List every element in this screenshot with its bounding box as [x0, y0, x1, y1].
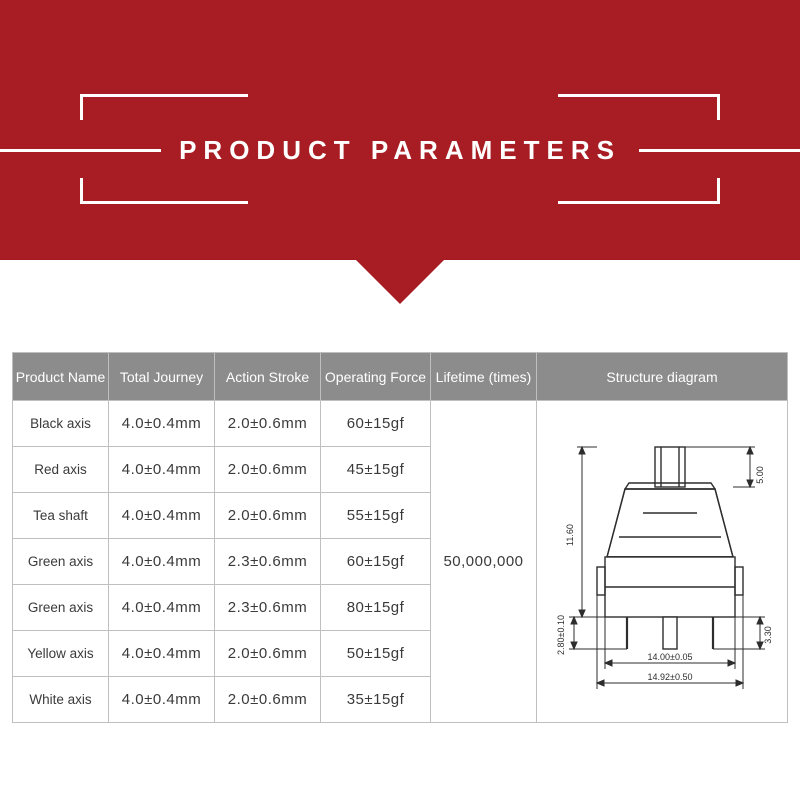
parameters-table-container: Product Name Total Journey Action Stroke…: [12, 352, 788, 723]
cell-operating-force: 80±15gf: [321, 585, 431, 631]
dim-pin-height: 3.30: [763, 626, 773, 644]
cell-total-journey: 4.0±0.4mm: [109, 401, 215, 447]
cell-action-stroke: 2.0±0.6mm: [215, 401, 321, 447]
cell-action-stroke: 2.3±0.6mm: [215, 585, 321, 631]
cell-operating-force: 60±15gf: [321, 401, 431, 447]
cell-operating-force: 35±15gf: [321, 677, 431, 723]
switch-structure-diagram: 5.00 11.60: [547, 417, 777, 707]
cell-total-journey: 4.0±0.4mm: [109, 585, 215, 631]
cell-total-journey: 4.0±0.4mm: [109, 539, 215, 585]
cell-operating-force: 55±15gf: [321, 493, 431, 539]
cell-action-stroke: 2.0±0.6mm: [215, 447, 321, 493]
cell-action-stroke: 2.0±0.6mm: [215, 631, 321, 677]
col-header-name: Product Name: [13, 353, 109, 401]
cell-name: Red axis: [13, 447, 109, 493]
col-header-lifetime: Lifetime (times): [431, 353, 537, 401]
page-title: PRODUCT PARAMETERS: [161, 135, 639, 166]
table-header-row: Product Name Total Journey Action Stroke…: [13, 353, 788, 401]
cell-action-stroke: 2.3±0.6mm: [215, 539, 321, 585]
dim-total-height: 11.60: [565, 524, 575, 546]
cell-total-journey: 4.0±0.4mm: [109, 631, 215, 677]
header-banner: PRODUCT PARAMETERS: [0, 0, 800, 260]
parameters-table: Product Name Total Journey Action Stroke…: [12, 352, 788, 723]
cell-action-stroke: 2.0±0.6mm: [215, 493, 321, 539]
cell-name: Black axis: [13, 401, 109, 447]
title-rule-left: [0, 149, 161, 152]
table-row: Black axis 4.0±0.4mm 2.0±0.6mm 60±15gf 5…: [13, 401, 788, 447]
cell-total-journey: 4.0±0.4mm: [109, 677, 215, 723]
col-header-action-stroke: Action Stroke: [215, 353, 321, 401]
cell-operating-force: 50±15gf: [321, 631, 431, 677]
bracket-decoration-bottom: [80, 178, 720, 204]
down-pointer-icon: [356, 260, 444, 304]
bracket-decoration-top: [80, 94, 720, 120]
col-header-total-journey: Total Journey: [109, 353, 215, 401]
cell-total-journey: 4.0±0.4mm: [109, 447, 215, 493]
dim-pin-offset: 2.80±0.10: [556, 615, 566, 655]
cell-total-journey: 4.0±0.4mm: [109, 493, 215, 539]
cell-name: Yellow axis: [13, 631, 109, 677]
cell-lifetime: 50,000,000: [431, 401, 537, 723]
cell-action-stroke: 2.0±0.6mm: [215, 677, 321, 723]
dim-width-outer: 14.92±0.50: [648, 672, 693, 682]
title-row: PRODUCT PARAMETERS: [0, 135, 800, 166]
title-rule-right: [639, 149, 800, 152]
cell-structure-diagram: 5.00 11.60: [537, 401, 788, 723]
dim-width-inner: 14.00±0.05: [648, 652, 693, 662]
cell-name: White axis: [13, 677, 109, 723]
cell-name: Tea shaft: [13, 493, 109, 539]
cell-operating-force: 45±15gf: [321, 447, 431, 493]
col-header-structure: Structure diagram: [537, 353, 788, 401]
cell-name: Green axis: [13, 539, 109, 585]
cell-name: Green axis: [13, 585, 109, 631]
dim-stem-height: 5.00: [755, 466, 765, 484]
cell-operating-force: 60±15gf: [321, 539, 431, 585]
col-header-operating-force: Operating Force: [321, 353, 431, 401]
